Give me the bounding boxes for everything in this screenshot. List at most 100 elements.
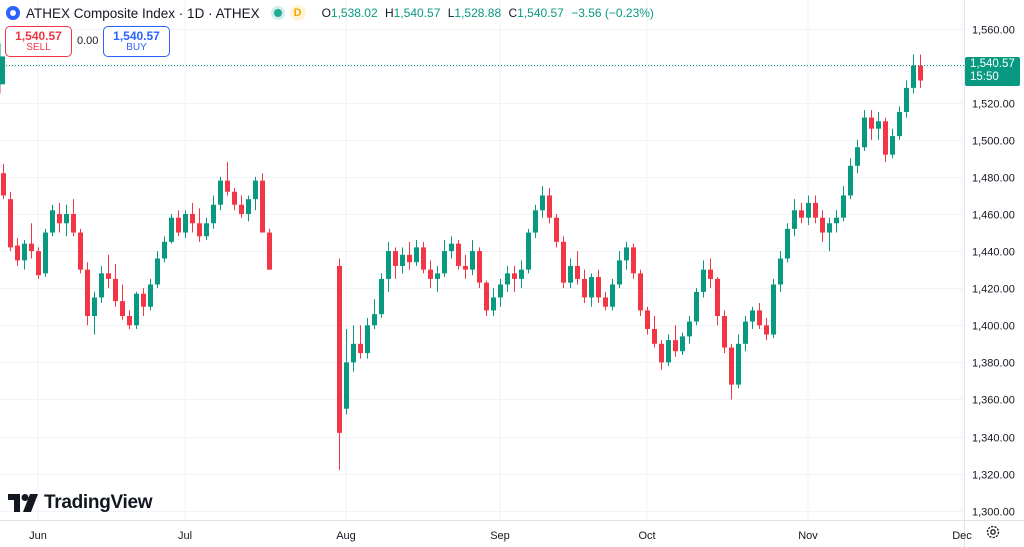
candle [204,217,209,240]
candle-body [540,195,545,211]
time-tick-label: Dec [952,530,972,542]
candle [141,288,146,316]
buy-button[interactable]: 1,540.57 BUY [103,26,170,57]
candle-body [904,87,909,112]
candle [701,260,706,298]
candle-body [722,316,727,348]
candle-body [610,284,615,307]
candle-body [120,301,125,316]
time-tick-label: Aug [336,530,356,542]
candle-body [169,217,174,242]
candle-body [232,191,237,205]
time-axis: JunJulAugSepOctNovDec2025Feb [29,530,972,542]
candle [57,202,62,233]
candle-body [841,195,846,218]
candle-body [813,202,818,218]
candle-body [64,214,69,224]
candle [862,110,867,151]
candle-body [911,65,916,88]
candle-body [239,204,244,214]
candle [365,317,370,359]
candle-body [365,325,370,354]
candle [631,243,636,279]
candle-body [694,291,699,322]
symbol-icon[interactable] [6,6,20,20]
candle-body [855,147,860,166]
candle-body [484,282,489,311]
close-label: C [508,6,518,20]
tradingview-logo[interactable]: TradingView [8,492,153,514]
candle [414,239,419,266]
candle-body [715,278,720,316]
candle [442,239,447,278]
candle [232,188,237,211]
candle-body [442,251,447,274]
candle-body [687,321,692,337]
candle [610,278,615,311]
candle-body [400,254,405,266]
open-label: O [321,6,331,20]
change-value: −3.56 (−0.23%) [571,6,654,20]
gear-icon[interactable] [985,524,1001,540]
candle-body [218,180,223,205]
candle-body [57,214,62,224]
candle [50,204,55,237]
candle [78,228,83,274]
candle [561,236,566,289]
candle [400,247,405,274]
spread-value: 0.00 [77,35,99,47]
price-tick-label: 1,500.00 [972,136,1015,148]
candle-body [883,121,888,155]
candle-body [463,265,468,270]
buy-price: 1,540.57 [113,28,160,43]
candle-body [267,232,272,270]
candle-body [246,199,251,214]
candle-body [645,310,650,329]
candle-body [134,293,139,326]
time-tick-label: Oct [638,530,655,542]
candle [372,299,377,329]
candle-body [862,117,867,148]
candle [477,247,482,289]
candle-body [351,343,356,363]
candle [589,273,594,307]
candle [547,188,552,224]
candle [785,223,790,263]
candle [85,262,90,326]
symbol-title[interactable]: ATHEX Composite Index · 1D · ATHEX [26,5,260,21]
candle [820,210,825,242]
candle [743,316,748,352]
candle-body [22,243,27,261]
candle-body [162,241,167,259]
candle-body [92,297,97,316]
candle-body [848,165,853,196]
candle [92,291,97,335]
candle [22,239,27,270]
sell-button[interactable]: 1,540.57 SELL [5,26,72,57]
candle-body [512,273,517,279]
candle [386,241,391,292]
candle-body [708,269,713,279]
candle [120,284,125,320]
candle-body [820,217,825,233]
candle [596,269,601,304]
candle-body [225,180,230,192]
candle [729,343,734,400]
low-value: 1,528.88 [454,6,502,20]
candle [113,264,118,307]
candle [855,139,860,174]
candle-body [477,251,482,283]
candle [526,228,531,274]
candle [379,273,384,318]
chart-legend: ATHEX Composite Index · 1D · ATHEX D O1,… [6,4,658,22]
ohlc-values: O1,538.02 H1,540.57 L1,528.88 C1,540.57 … [322,6,658,20]
candle [722,310,727,354]
candle [806,195,811,226]
candle-body [498,284,503,298]
candle-body [106,273,111,279]
candle-body [456,243,461,266]
candle [176,210,181,237]
candle-body [827,223,832,233]
candle-body [771,284,776,335]
